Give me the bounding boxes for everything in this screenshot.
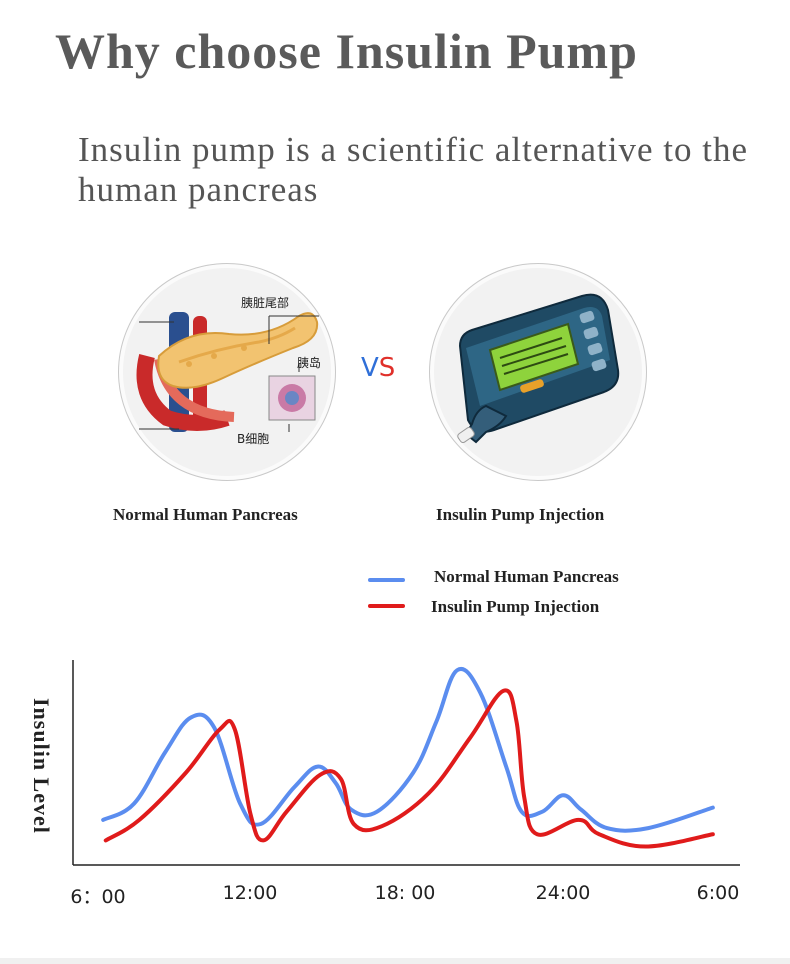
bottom-divider bbox=[0, 958, 790, 964]
pancreas-circle: 胰脏尾部 胰岛 B细胞 bbox=[118, 263, 336, 481]
x-tick-label: 12:00 bbox=[222, 882, 278, 904]
insulin-pump-icon bbox=[457, 293, 620, 444]
page-title: Why choose Insulin Pump bbox=[55, 23, 638, 79]
series-line-insulin-pump bbox=[103, 688, 715, 849]
x-tick-label: 6:00 bbox=[696, 882, 740, 904]
legend-label-pump: Insulin Pump Injection bbox=[431, 597, 600, 616]
duodenum-shape bbox=[136, 354, 230, 431]
caption-insulin-pump: Insulin Pump Injection bbox=[436, 505, 605, 524]
legend-swatch-normal bbox=[368, 578, 405, 582]
x-tick-label: 24:00 bbox=[535, 882, 591, 904]
insulin-pump-circle bbox=[429, 263, 647, 481]
x-tick-label: 18: 00 bbox=[374, 882, 436, 904]
pancreas-icon bbox=[136, 312, 319, 432]
pancreas-shape bbox=[157, 312, 319, 389]
legend-swatch-pump bbox=[368, 604, 405, 608]
page-subtitle: Insulin pump is a scientific alternative… bbox=[78, 130, 749, 209]
label-pancreas-tail: 胰脏尾部 bbox=[241, 296, 290, 310]
label-islet: 胰岛 bbox=[297, 356, 322, 370]
pump-cartridge bbox=[464, 404, 508, 444]
y-axis-label: Insulin Level bbox=[29, 698, 54, 834]
series-line-normal-pancreas bbox=[101, 667, 715, 833]
x-tick-label: 6：00 bbox=[70, 886, 126, 908]
label-beta-cell: B细胞 bbox=[237, 432, 270, 446]
legend-label-normal: Normal Human Pancreas bbox=[434, 567, 619, 586]
caption-normal-pancreas: Normal Human Pancreas bbox=[113, 505, 298, 524]
vs-s: S bbox=[378, 353, 396, 383]
vs-v: V bbox=[361, 353, 379, 383]
vs-label: VS bbox=[361, 353, 395, 383]
insulin-level-chart bbox=[72, 660, 740, 866]
